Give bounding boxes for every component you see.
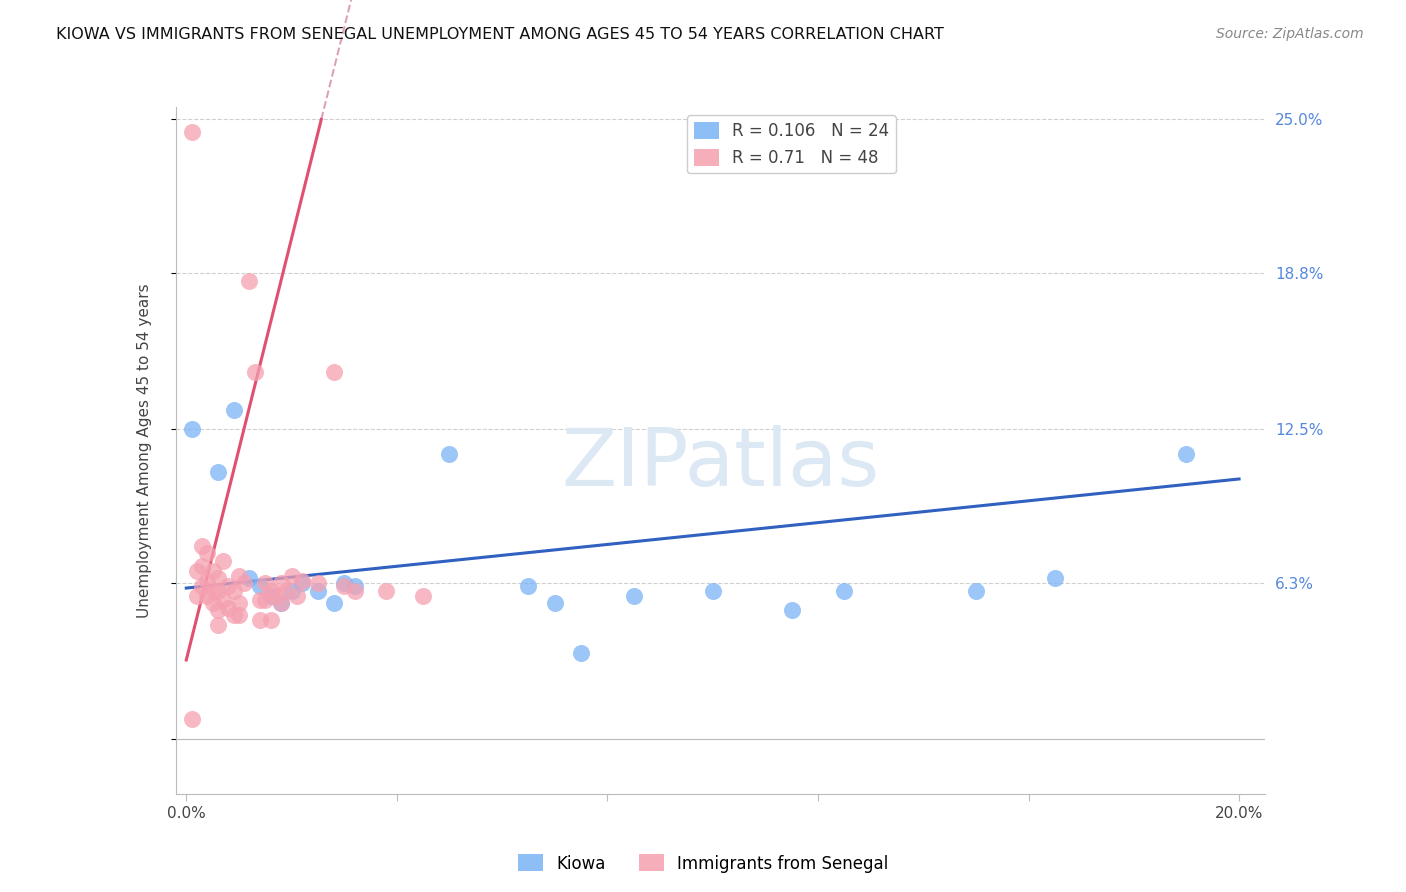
Point — [375, 583, 398, 598]
Point — [207, 618, 229, 632]
Point — [333, 576, 356, 591]
Point — [623, 589, 645, 603]
Point — [1043, 571, 1066, 585]
Point — [544, 596, 567, 610]
Point — [191, 558, 214, 573]
Point — [201, 583, 224, 598]
Point — [259, 583, 281, 598]
Point — [243, 365, 266, 379]
Point — [291, 574, 314, 588]
Point — [254, 593, 277, 607]
Point — [264, 589, 287, 603]
Point — [965, 583, 987, 598]
Point — [217, 601, 239, 615]
Legend: Kiowa, Immigrants from Senegal: Kiowa, Immigrants from Senegal — [510, 847, 896, 880]
Point — [233, 576, 256, 591]
Point — [412, 589, 434, 603]
Point — [195, 546, 218, 560]
Point — [238, 571, 260, 585]
Point — [280, 583, 302, 598]
Point — [207, 465, 229, 479]
Point — [201, 596, 224, 610]
Point — [212, 593, 235, 607]
Point — [191, 539, 214, 553]
Point — [238, 274, 260, 288]
Point — [270, 596, 292, 610]
Point — [439, 447, 461, 461]
Point — [322, 365, 344, 379]
Point — [285, 589, 308, 603]
Point — [249, 578, 271, 592]
Point — [254, 576, 277, 591]
Point — [186, 564, 208, 578]
Point — [517, 578, 540, 592]
Point — [195, 589, 218, 603]
Point — [1175, 447, 1198, 461]
Point — [259, 589, 281, 603]
Point — [280, 568, 302, 582]
Point — [217, 578, 239, 592]
Point — [180, 713, 202, 727]
Point — [259, 613, 281, 627]
Point — [222, 402, 245, 417]
Point — [343, 583, 366, 598]
Point — [249, 613, 271, 627]
Point — [201, 564, 224, 578]
Point — [222, 608, 245, 623]
Point — [307, 576, 329, 591]
Point — [276, 583, 298, 598]
Point — [222, 583, 245, 598]
Point — [191, 578, 214, 592]
Point — [228, 568, 250, 582]
Point — [702, 583, 724, 598]
Point — [207, 603, 229, 617]
Point — [333, 578, 356, 592]
Legend: R = 0.106   N = 24, R = 0.71   N = 48: R = 0.106 N = 24, R = 0.71 N = 48 — [688, 115, 896, 173]
Point — [270, 576, 292, 591]
Point — [569, 646, 592, 660]
Point — [832, 583, 855, 598]
Point — [180, 125, 202, 139]
Point — [186, 589, 208, 603]
Point — [291, 576, 314, 591]
Text: Source: ZipAtlas.com: Source: ZipAtlas.com — [1216, 27, 1364, 41]
Point — [270, 596, 292, 610]
Point — [212, 554, 235, 568]
Point — [322, 596, 344, 610]
Point — [343, 578, 366, 592]
Point — [228, 596, 250, 610]
Text: KIOWA VS IMMIGRANTS FROM SENEGAL UNEMPLOYMENT AMONG AGES 45 TO 54 YEARS CORRELAT: KIOWA VS IMMIGRANTS FROM SENEGAL UNEMPLO… — [56, 27, 943, 42]
Point — [207, 571, 229, 585]
Y-axis label: Unemployment Among Ages 45 to 54 years: Unemployment Among Ages 45 to 54 years — [138, 283, 152, 618]
Text: ZIPatlas: ZIPatlas — [561, 425, 880, 503]
Point — [249, 593, 271, 607]
Point — [307, 583, 329, 598]
Point — [228, 608, 250, 623]
Point — [207, 583, 229, 598]
Point — [780, 603, 803, 617]
Point — [195, 574, 218, 588]
Point — [180, 422, 202, 436]
